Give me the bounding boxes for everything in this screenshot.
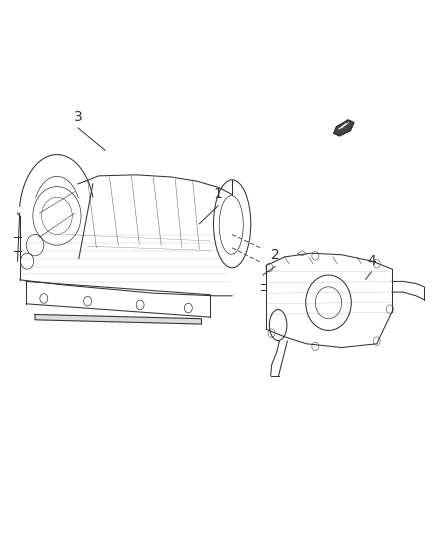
Polygon shape — [35, 314, 201, 324]
Text: 3: 3 — [74, 110, 82, 124]
Text: 4: 4 — [367, 254, 376, 268]
Polygon shape — [334, 120, 354, 136]
Text: 1: 1 — [214, 188, 223, 201]
Text: 2: 2 — [271, 248, 279, 262]
